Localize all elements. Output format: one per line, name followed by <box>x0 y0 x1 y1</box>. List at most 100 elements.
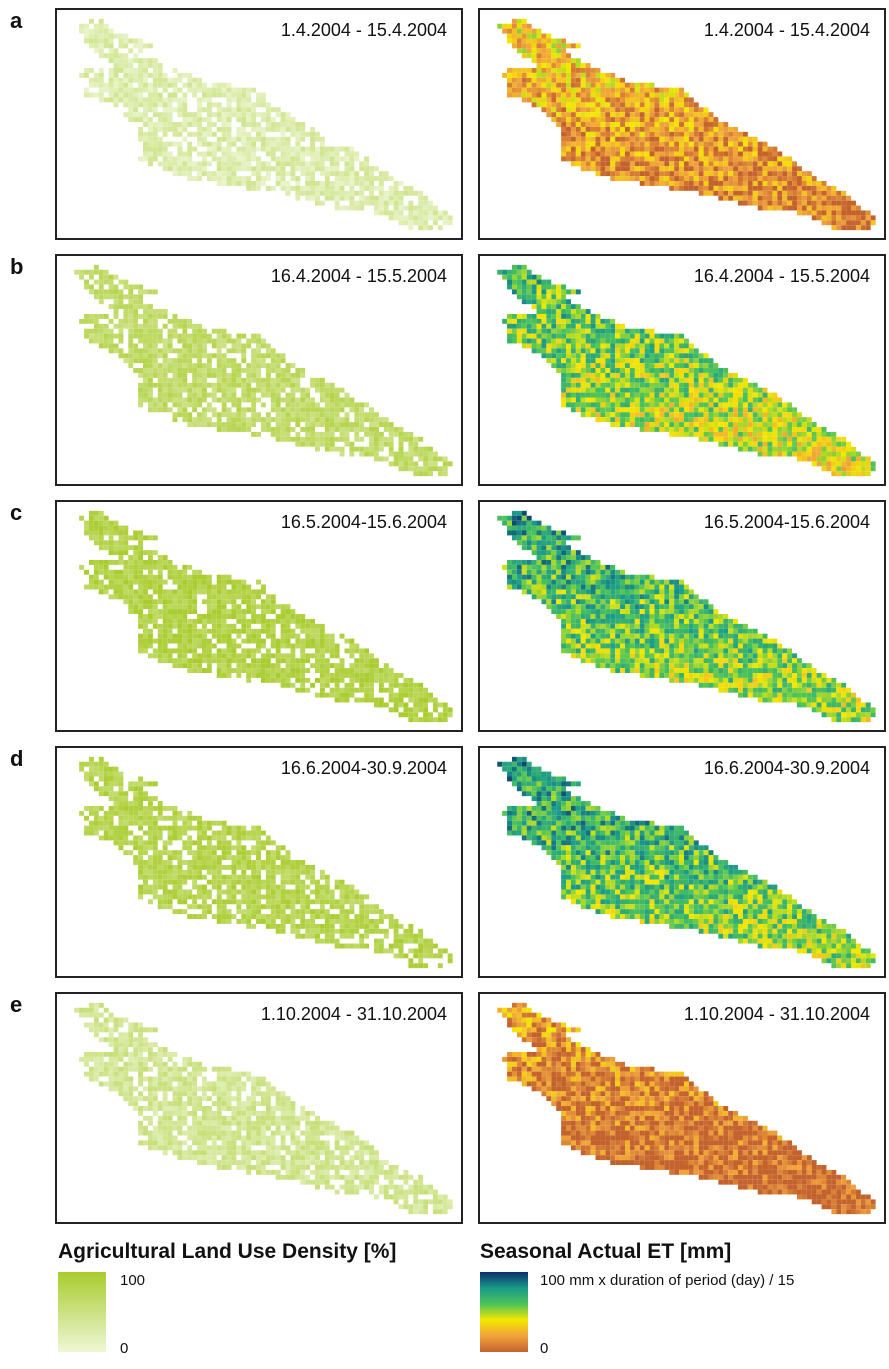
map-cell <box>167 604 173 610</box>
map-cell <box>152 72 158 78</box>
map-cell <box>103 38 109 44</box>
map-cell <box>319 151 325 157</box>
map-cell <box>162 363 168 369</box>
map-cell <box>816 181 822 186</box>
map-cell <box>236 628 242 634</box>
map-cell <box>649 171 655 177</box>
map-cell <box>211 614 217 619</box>
map-cell <box>369 407 374 413</box>
map-cell <box>816 185 822 191</box>
map-cell <box>319 166 325 172</box>
map-cell <box>580 156 586 162</box>
map-cell <box>590 348 596 354</box>
map-cell <box>197 112 202 118</box>
map-cell <box>664 141 670 147</box>
map-cell <box>629 151 635 157</box>
map-cell <box>841 190 847 196</box>
map-cell <box>162 358 168 364</box>
map-cell <box>733 136 739 142</box>
map-cell <box>231 387 237 393</box>
map-cell <box>423 451 429 457</box>
map-cell <box>118 87 124 93</box>
map-cell <box>703 402 709 408</box>
map-cell <box>295 151 301 157</box>
map-cell <box>300 397 306 403</box>
map-cell <box>182 151 188 157</box>
map-cell <box>561 348 567 354</box>
map-cell <box>187 628 193 634</box>
map-cell <box>280 176 286 181</box>
map-cell <box>172 368 178 373</box>
map-cell <box>157 658 163 664</box>
map-cell <box>275 368 281 373</box>
map-cell <box>260 377 266 383</box>
map-cell <box>123 550 129 556</box>
map-cell <box>787 441 793 447</box>
map-cell <box>236 343 242 349</box>
map-cell <box>787 195 793 201</box>
map-cell <box>600 97 606 103</box>
map-cell <box>344 392 350 398</box>
map-cell <box>133 574 139 580</box>
map-cell <box>718 407 724 413</box>
map-cell <box>718 368 724 373</box>
map-cell <box>580 363 586 369</box>
map-cell <box>654 422 660 427</box>
map-cell <box>580 318 586 324</box>
map-cell <box>108 579 114 585</box>
map-cell <box>531 294 537 300</box>
map-cell <box>108 550 114 556</box>
map-cell <box>152 584 158 590</box>
map-cell <box>556 72 562 78</box>
map-cell <box>138 559 144 565</box>
map-cell <box>305 131 311 137</box>
map-cell <box>698 131 704 137</box>
map-cell <box>585 328 591 334</box>
map-cell <box>172 126 178 132</box>
map-cell <box>659 92 665 98</box>
map-cell <box>610 412 616 418</box>
map-cell <box>713 166 719 172</box>
map-cell <box>280 618 286 624</box>
map-cell <box>693 407 699 413</box>
map-cell <box>723 161 729 167</box>
map-cell <box>610 372 616 378</box>
map-cell <box>260 618 266 624</box>
map-cell <box>698 141 704 147</box>
map-cell <box>693 431 699 437</box>
map-cell <box>221 584 227 590</box>
map-cell <box>206 117 212 123</box>
map-cell <box>369 171 374 177</box>
map-cell <box>541 107 547 113</box>
map-cell <box>334 156 340 162</box>
map-cell <box>251 604 257 610</box>
map-cell <box>398 431 404 437</box>
map-cell <box>600 338 606 344</box>
map-cell <box>373 195 379 201</box>
map-cell <box>167 623 173 629</box>
map-cell <box>128 604 134 610</box>
map-cell <box>728 181 734 186</box>
map-cell <box>172 141 178 147</box>
map-cell <box>98 289 104 295</box>
map-cell <box>147 122 153 127</box>
map-cell <box>334 663 340 669</box>
map-cell <box>260 609 266 615</box>
map-cell <box>364 431 370 437</box>
map-cell <box>821 427 827 432</box>
map-cell <box>590 407 596 413</box>
map-cell <box>767 161 773 167</box>
map-cell <box>275 166 281 172</box>
map-cell <box>831 210 837 216</box>
map-cell <box>575 313 581 319</box>
map-cell <box>295 436 301 442</box>
map-cell <box>649 141 655 147</box>
map-cell <box>659 166 665 172</box>
map-cell <box>610 161 616 167</box>
map-cell <box>639 333 645 339</box>
map-cell <box>634 397 640 403</box>
map-cell <box>733 407 739 413</box>
map-cell <box>615 122 621 127</box>
map-cell <box>654 117 660 123</box>
map-cell <box>226 181 232 186</box>
